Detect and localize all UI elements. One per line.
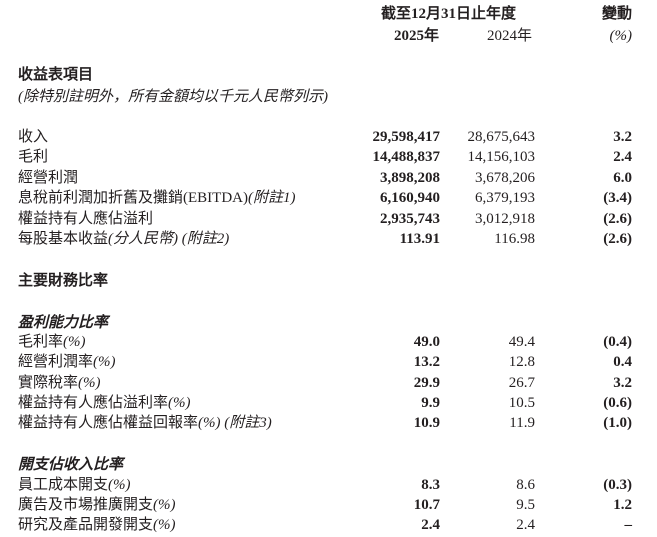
change-header: 變動 xyxy=(601,6,632,22)
value-2025: 2.4 xyxy=(421,517,440,534)
row-label-text: 每股基本收益 xyxy=(18,231,109,247)
row-label: 廣告及市場推廣開支(%) xyxy=(18,496,176,514)
change-percent: (2.6) xyxy=(603,210,632,227)
row-label: 權益持有人應佔溢利率(%) xyxy=(18,394,191,412)
value-2025: 49.0 xyxy=(413,334,440,350)
year-prior-header: 2024年 xyxy=(487,28,533,44)
row-label-text: 息稅前利潤加折舊及攤銷(EBITDA) xyxy=(18,190,248,207)
row-label-text: 員工成本開支 xyxy=(18,477,109,493)
row-label-text: 權益持有人應佔溢利 xyxy=(18,210,154,227)
row-label: 息稅前利潤加折舊及攤銷(EBITDA)(附註1) xyxy=(18,189,295,207)
value-2025: 8.3 xyxy=(421,477,440,493)
value-2024: 26.7 xyxy=(508,374,535,391)
income-section-subtitle: (除特別註明外，所有金額均以千元人民幣列示) xyxy=(18,89,328,105)
row-note: (%) xyxy=(93,354,116,371)
value-2025: 13.2 xyxy=(413,354,440,371)
value-2025: 10.9 xyxy=(413,415,440,432)
change-percent: (0.4) xyxy=(603,334,632,350)
row-note: (%) xyxy=(108,477,131,493)
value-2025: 113.91 xyxy=(399,231,440,247)
value-2024: 11.9 xyxy=(509,415,535,432)
change-percent: (0.3) xyxy=(603,477,632,493)
change-percent: 6.0 xyxy=(613,169,632,186)
row-label-text: 經營利潤 xyxy=(18,169,79,186)
change-percent: (2.6) xyxy=(603,231,632,247)
change-percent: 3.2 xyxy=(613,129,632,145)
row-note: (%) xyxy=(168,394,191,411)
change-percent: 2.4 xyxy=(613,149,632,166)
row-label: 毛利 xyxy=(18,148,48,166)
row-label-text: 經營利潤率 xyxy=(18,354,94,371)
value-2024: 9.5 xyxy=(516,497,535,514)
value-2025: 29.9 xyxy=(413,374,440,391)
value-2025: 3,898,208 xyxy=(380,169,440,186)
value-2025: 9.9 xyxy=(421,394,440,411)
change-percent: (1.0) xyxy=(603,415,632,432)
value-2024: 49.4 xyxy=(508,334,535,350)
row-label-text: 權益持有人應佔權益回報率 xyxy=(18,415,199,432)
row-label-text: 權益持有人應佔溢利率 xyxy=(18,394,169,411)
row-label: 經營利潤 xyxy=(18,169,78,187)
row-label: 權益持有人應佔權益回報率(%) (附註3) xyxy=(18,414,272,432)
row-label: 收入 xyxy=(18,128,48,146)
row-label-text: 實際稅率 xyxy=(18,374,79,391)
value-2025: 29,598,417 xyxy=(372,129,441,145)
ratios-section-title: 主要財務比率 xyxy=(18,273,109,289)
row-label: 每股基本收益(分人民幣) (附註2) xyxy=(18,230,229,248)
value-2024: 12.8 xyxy=(508,354,535,371)
row-label: 經營利潤率(%) xyxy=(18,353,116,371)
value-2024: 6,379,193 xyxy=(475,190,535,207)
row-note: (%) (附註3) xyxy=(198,415,272,432)
period-header: 截至12月31日止年度 xyxy=(381,6,517,22)
value-2025: 10.7 xyxy=(413,497,440,514)
change-unit-header: (%) xyxy=(609,28,633,44)
row-note: (%) xyxy=(153,497,176,514)
change-percent: 3.2 xyxy=(613,374,632,391)
value-2025: 6,160,940 xyxy=(380,190,440,207)
row-label-text: 收入 xyxy=(18,129,49,145)
change-percent: – xyxy=(624,517,633,534)
row-note: (%) xyxy=(78,374,101,391)
row-note: (%) xyxy=(153,517,176,534)
row-label-text: 毛利率 xyxy=(18,334,64,350)
income-section-title: 收益表項目 xyxy=(18,67,94,83)
row-label: 毛利率(%) xyxy=(18,333,86,351)
profitability-title: 盈利能力比率 xyxy=(18,315,109,331)
expenses-title: 開支佔收入比率 xyxy=(18,457,124,473)
value-2025: 2,935,743 xyxy=(380,210,440,227)
value-2024: 116.98 xyxy=(494,231,535,247)
value-2024: 8.6 xyxy=(516,477,535,493)
row-label-text: 毛利 xyxy=(18,149,49,166)
value-2024: 28,675,643 xyxy=(467,129,536,145)
row-label: 員工成本開支(%) xyxy=(18,476,131,494)
row-label: 研究及產品開發開支(%) xyxy=(18,516,176,534)
row-note: (分人民幣) (附註2) xyxy=(108,231,230,247)
change-percent: 0.4 xyxy=(613,354,632,371)
row-note: (附註1) xyxy=(247,190,296,207)
value-2024: 14,156,103 xyxy=(467,149,536,166)
row-label: 權益持有人應佔溢利 xyxy=(18,210,153,228)
row-label-text: 研究及產品開發開支 xyxy=(18,517,154,534)
value-2024: 2.4 xyxy=(516,517,535,534)
value-2024: 10.5 xyxy=(508,394,535,411)
change-percent: 1.2 xyxy=(613,497,632,514)
value-2024: 3,012,918 xyxy=(475,210,535,227)
value-2025: 14,488,837 xyxy=(372,149,441,166)
year-current-header: 2025年 xyxy=(394,28,440,44)
value-2024: 3,678,206 xyxy=(475,169,535,186)
row-label-text: 廣告及市場推廣開支 xyxy=(18,497,154,514)
change-percent: (3.4) xyxy=(603,190,632,207)
row-note: (%) xyxy=(63,334,86,350)
row-label: 實際稅率(%) xyxy=(18,374,101,392)
change-percent: (0.6) xyxy=(603,394,632,411)
